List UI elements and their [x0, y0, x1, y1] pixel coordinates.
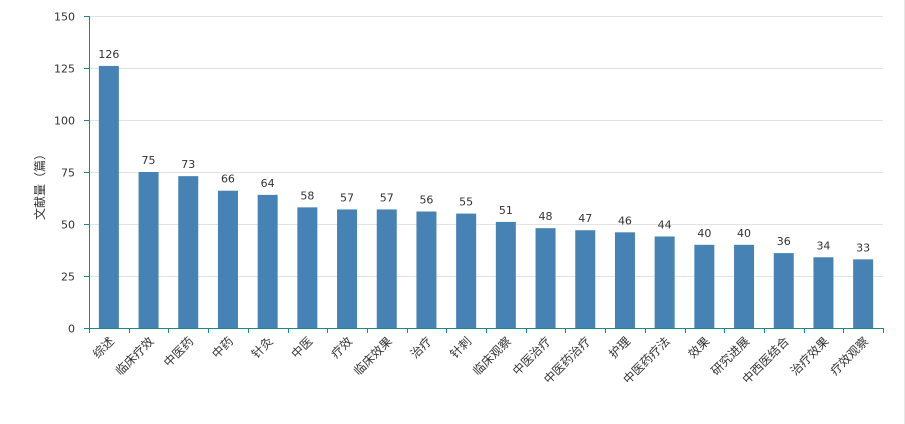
data-labels: 126 75 73 66 64 58 57 57 56 55 51 48 47 46 44 40 40 36 34 3… — [98, 48, 870, 254]
data-label: 40 — [697, 227, 711, 240]
data-label: 46 — [618, 214, 632, 227]
data-label: 57 — [340, 191, 354, 204]
data-label: 51 — [499, 204, 513, 217]
y-axis-ticks: 0 25 50 75 100 125 150 — [54, 11, 89, 336]
bar — [416, 211, 437, 328]
x-tick-label: 临床疗效 — [112, 334, 157, 379]
bar — [614, 232, 635, 328]
data-label: 40 — [737, 227, 751, 240]
bar — [257, 194, 278, 328]
y-tick-label: 25 — [61, 271, 75, 284]
bar — [813, 257, 834, 328]
data-label: 56 — [419, 194, 433, 207]
data-label: 36 — [777, 235, 791, 248]
data-label: 58 — [300, 189, 314, 202]
y-axis-label: 文献量（篇） — [32, 148, 47, 220]
bar — [773, 253, 794, 328]
y-tick-label: 100 — [54, 115, 75, 128]
bars — [98, 65, 874, 329]
bar — [376, 209, 397, 328]
data-label: 33 — [856, 241, 870, 254]
x-tick-label: 针刺 — [447, 334, 475, 362]
bar — [535, 228, 556, 328]
bar — [178, 176, 199, 328]
y-tick-label: 75 — [61, 167, 75, 180]
data-label: 55 — [459, 196, 473, 209]
bar — [495, 221, 516, 328]
data-label: 66 — [221, 173, 235, 186]
data-label: 44 — [658, 218, 672, 231]
x-tick-label: 治疗 — [408, 334, 435, 361]
bar — [654, 236, 675, 328]
y-tick-label: 0 — [68, 323, 75, 336]
y-tick-label: 150 — [54, 11, 75, 24]
data-label: 64 — [261, 177, 275, 190]
x-tick-label: 疗效 — [328, 334, 356, 362]
data-label: 75 — [142, 154, 156, 167]
x-tick-label: 护理 — [606, 334, 633, 361]
x-tick-label: 临床观察 — [470, 334, 514, 378]
gridlines — [89, 16, 883, 277]
x-tick-label: 治疗效果 — [787, 334, 832, 379]
x-tick-label: 效果 — [685, 334, 713, 362]
bar — [456, 213, 477, 328]
data-label: 34 — [816, 239, 830, 252]
y-tick-label: 50 — [61, 219, 75, 232]
y-tick-label: 125 — [54, 63, 75, 76]
bar — [337, 209, 358, 328]
bar — [98, 65, 119, 329]
data-label: 48 — [539, 210, 553, 223]
data-label: 126 — [98, 48, 119, 61]
bar — [853, 259, 874, 328]
x-tick-label: 针灸 — [248, 334, 276, 362]
bar — [297, 207, 318, 328]
data-label: 73 — [181, 158, 195, 171]
bar — [734, 244, 755, 328]
bar — [694, 244, 715, 328]
x-tick-label: 综述 — [90, 334, 117, 361]
x-tick-label: 中药 — [208, 334, 236, 362]
bar — [575, 230, 596, 328]
x-tick-label: 中医药 — [160, 334, 196, 370]
data-label: 57 — [380, 191, 394, 204]
data-label: 47 — [578, 212, 592, 225]
x-tick-label: 临床效果 — [350, 334, 395, 379]
x-tick-label: 疗效观察 — [827, 334, 872, 379]
bar — [138, 172, 159, 328]
x-tick-label: 中医 — [288, 334, 316, 362]
bar — [217, 190, 238, 328]
